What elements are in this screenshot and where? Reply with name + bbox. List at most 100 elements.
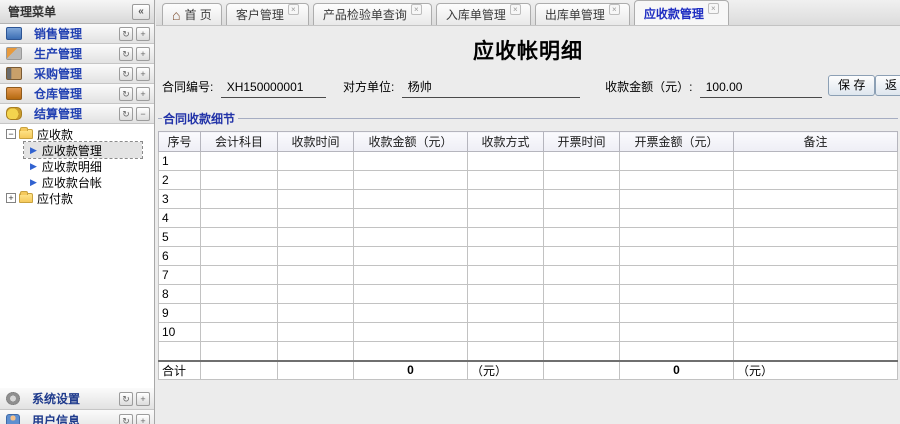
refresh-icon[interactable]: ↻ bbox=[119, 66, 133, 81]
close-icon[interactable]: × bbox=[287, 4, 299, 15]
table-cell[interactable] bbox=[467, 208, 544, 228]
tab-inbound-order-management[interactable]: 入库单管理 × bbox=[435, 3, 531, 25]
table-cell[interactable] bbox=[353, 170, 468, 190]
table-row[interactable]: 5 bbox=[158, 227, 898, 247]
tree-expand-icon[interactable]: + bbox=[6, 193, 16, 203]
table-cell[interactable] bbox=[467, 322, 544, 342]
expand-icon[interactable]: + bbox=[136, 413, 150, 424]
tab-home[interactable]: ⌂ 首 页 bbox=[162, 3, 222, 25]
table-cell[interactable] bbox=[733, 265, 898, 285]
tab-product-inspection-query[interactable]: 产品检验单查询 × bbox=[312, 3, 432, 25]
sidebar-collapse-icon[interactable]: « bbox=[132, 3, 150, 20]
table-cell[interactable] bbox=[733, 322, 898, 342]
table-cell[interactable] bbox=[277, 227, 354, 247]
expand-icon[interactable]: + bbox=[136, 26, 150, 41]
table-row[interactable]: 4 bbox=[158, 208, 898, 228]
sidebar-item-sales[interactable]: 销售管理 ↻ + bbox=[0, 24, 154, 44]
table-cell[interactable] bbox=[467, 170, 544, 190]
table-row[interactable]: 7 bbox=[158, 265, 898, 285]
table-cell[interactable] bbox=[353, 303, 468, 323]
col-header-remark[interactable]: 备注 bbox=[733, 131, 898, 152]
collapse-minus-icon[interactable]: − bbox=[136, 106, 150, 121]
table-cell[interactable] bbox=[619, 208, 734, 228]
table-cell[interactable] bbox=[467, 151, 544, 171]
sidebar-item-purchasing[interactable]: 采购管理 ↻ + bbox=[0, 64, 154, 84]
refresh-icon[interactable]: ↻ bbox=[119, 391, 133, 406]
table-cell[interactable] bbox=[200, 151, 278, 171]
table-cell[interactable] bbox=[619, 322, 734, 342]
expand-icon[interactable]: + bbox=[136, 391, 150, 406]
table-cell[interactable] bbox=[619, 246, 734, 266]
table-cell[interactable] bbox=[353, 284, 468, 304]
table-cell[interactable] bbox=[277, 246, 354, 266]
table-cell[interactable] bbox=[543, 265, 620, 285]
close-icon[interactable]: × bbox=[410, 4, 422, 15]
table-cell[interactable] bbox=[467, 227, 544, 247]
refresh-icon[interactable]: ↻ bbox=[119, 413, 133, 424]
table-cell[interactable] bbox=[353, 189, 468, 209]
refresh-icon[interactable]: ↻ bbox=[119, 106, 133, 121]
table-cell[interactable] bbox=[200, 170, 278, 190]
expand-icon[interactable]: + bbox=[136, 66, 150, 81]
tree-leaf-receivables-ledger[interactable]: ▶ 应收款台帐 bbox=[24, 174, 154, 190]
counterparty-field[interactable]: 杨帅 bbox=[401, 78, 580, 98]
table-cell[interactable] bbox=[200, 341, 278, 361]
col-header-receipt-time[interactable]: 收款时间 bbox=[277, 131, 354, 152]
table-cell[interactable] bbox=[277, 303, 354, 323]
table-cell[interactable] bbox=[277, 322, 354, 342]
table-cell[interactable] bbox=[277, 170, 354, 190]
table-cell[interactable] bbox=[619, 284, 734, 304]
expand-icon[interactable]: + bbox=[136, 86, 150, 101]
table-cell[interactable] bbox=[543, 151, 620, 171]
table-cell[interactable] bbox=[733, 303, 898, 323]
table-cell[interactable] bbox=[619, 341, 734, 361]
table-cell[interactable] bbox=[543, 227, 620, 247]
table-cell[interactable] bbox=[543, 322, 620, 342]
sidebar-item-warehouse[interactable]: 仓库管理 ↻ + bbox=[0, 84, 154, 104]
table-cell[interactable] bbox=[619, 189, 734, 209]
col-header-invoice-amount[interactable]: 开票金额（元） bbox=[619, 131, 734, 152]
table-cell[interactable] bbox=[353, 151, 468, 171]
table-row[interactable]: 10 bbox=[158, 322, 898, 342]
tree-leaf-receivables-detail[interactable]: ▶ 应收款明细 bbox=[24, 158, 154, 174]
table-cell[interactable] bbox=[733, 189, 898, 209]
tree-node-receivables[interactable]: − 应收款 bbox=[0, 126, 154, 142]
table-cell[interactable] bbox=[467, 341, 544, 361]
expand-icon[interactable]: + bbox=[136, 46, 150, 61]
table-row[interactable]: 3 bbox=[158, 189, 898, 209]
table-cell[interactable] bbox=[733, 341, 898, 361]
table-cell[interactable] bbox=[467, 265, 544, 285]
table-cell[interactable] bbox=[619, 265, 734, 285]
table-cell[interactable] bbox=[277, 341, 354, 361]
amount-field[interactable]: 100.00 bbox=[699, 78, 822, 98]
table-cell[interactable] bbox=[467, 246, 544, 266]
table-cell[interactable] bbox=[277, 208, 354, 228]
refresh-icon[interactable]: ↻ bbox=[119, 26, 133, 41]
close-icon[interactable]: × bbox=[707, 2, 719, 14]
table-cell[interactable] bbox=[619, 303, 734, 323]
contract-no-field[interactable]: XH150000001 bbox=[220, 78, 326, 98]
tree-leaf-receivables-management[interactable]: ▶ 应收款管理 bbox=[23, 141, 143, 159]
table-cell[interactable] bbox=[733, 284, 898, 304]
col-header-account[interactable]: 会计科目 bbox=[200, 131, 278, 152]
table-row[interactable]: 1 bbox=[158, 151, 898, 171]
table-cell[interactable] bbox=[200, 303, 278, 323]
tree-node-payables[interactable]: + 应付款 bbox=[0, 190, 154, 206]
tab-customer-management[interactable]: 客户管理 × bbox=[225, 3, 309, 25]
table-cell[interactable] bbox=[353, 227, 468, 247]
table-cell[interactable] bbox=[543, 246, 620, 266]
col-header-receipt-amount[interactable]: 收款金额（元） bbox=[353, 131, 468, 152]
sidebar-item-production[interactable]: 生产管理 ↻ + bbox=[0, 44, 154, 64]
table-cell[interactable] bbox=[467, 303, 544, 323]
close-icon[interactable]: × bbox=[608, 4, 620, 15]
table-cell[interactable] bbox=[200, 227, 278, 247]
close-icon[interactable]: × bbox=[509, 4, 521, 15]
table-cell[interactable] bbox=[277, 189, 354, 209]
table-cell[interactable] bbox=[353, 265, 468, 285]
refresh-icon[interactable]: ↻ bbox=[119, 86, 133, 101]
table-cell[interactable] bbox=[277, 265, 354, 285]
col-header-invoice-time[interactable]: 开票时间 bbox=[543, 131, 620, 152]
table-cell[interactable] bbox=[277, 151, 354, 171]
table-cell[interactable] bbox=[200, 322, 278, 342]
back-button[interactable]: 返 回 bbox=[875, 75, 900, 96]
